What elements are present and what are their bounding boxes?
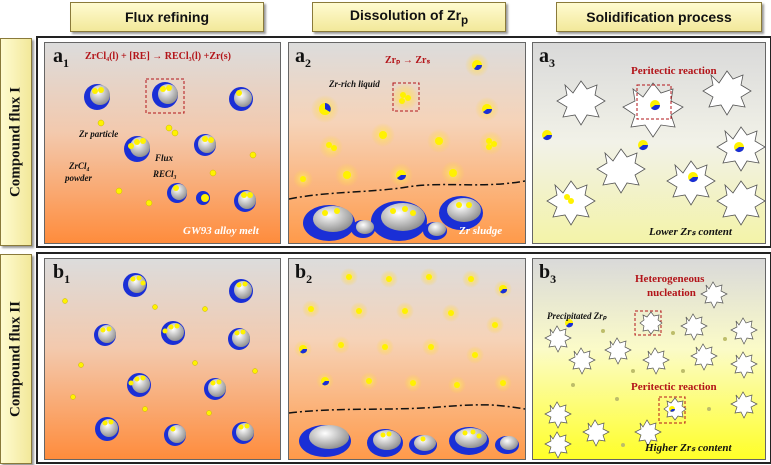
reaction-highlight-box xyxy=(145,78,185,114)
panel-a3-graphics xyxy=(542,70,765,226)
precipitated-zr-label: Precipitated Zrₚ xyxy=(547,311,607,321)
flux-particle xyxy=(234,190,256,212)
sludge-boundary-line xyxy=(289,180,525,200)
flux-particle xyxy=(124,136,150,162)
zr-particle-cluster xyxy=(97,119,257,207)
panel-a2: a2 Zrₚ → Zrₛ Zr-rich liquid Zr sludge xyxy=(288,42,526,244)
fine-dendritic-grains xyxy=(544,281,758,459)
column-header-label: Dissolution of Zrp xyxy=(350,7,468,27)
residual-zr-particles xyxy=(542,100,744,204)
panel-a2-label: a2 xyxy=(295,45,311,71)
panel-b3-graphics xyxy=(544,281,758,459)
heterogeneous-label-line1: Heterogeneous xyxy=(635,273,705,285)
flux-label: Flux xyxy=(155,153,174,163)
flux-particle xyxy=(229,87,253,111)
panel-index: 3 xyxy=(550,272,557,286)
nucleation-grain xyxy=(639,311,663,335)
panel-letter: a xyxy=(539,45,549,67)
row-label-text: Compound flux II xyxy=(7,301,24,417)
zr-sludge-particles xyxy=(303,196,483,241)
panel-a1: a1 ZrCl₄(l) + [RE] → RECl₃(l) +Zr(s) Zr … xyxy=(44,42,281,244)
column-header-text: Dissolution of Zr xyxy=(349,7,462,24)
panel-letter: a xyxy=(53,45,63,67)
panel-b2-label: b2 xyxy=(295,261,312,287)
flux-particle xyxy=(196,191,210,205)
panel-letter: a xyxy=(295,45,305,67)
panel-b1-graphics xyxy=(62,273,258,446)
zr-rich-liquid-label: Zr-rich liquid xyxy=(329,79,380,89)
peritectic-label: Peritectic reaction xyxy=(631,381,717,393)
panel-index: 2 xyxy=(305,56,311,70)
panel-b2: b2 xyxy=(288,258,526,460)
flux-particle xyxy=(152,82,178,108)
zrcl4-label-line2: powder xyxy=(65,173,92,183)
panel-b1-label: b1 xyxy=(53,261,70,287)
column-header-dissolution: Dissolution of Zrp xyxy=(312,2,506,32)
column-header-flux-refining: Flux refining xyxy=(70,2,264,32)
column-header-solidification: Solidification process xyxy=(556,2,762,32)
sludge-boundary-line xyxy=(289,404,525,414)
flux-particle xyxy=(194,134,216,156)
heterogeneous-label-line2: nucleation xyxy=(647,287,696,299)
dissolution-reaction: Zrₚ → Zrₛ xyxy=(385,55,431,66)
dendritic-grains xyxy=(546,70,765,226)
panel-a3-footer: Lower Zrₛ content xyxy=(649,226,732,238)
reduction-equation: ZrCl₄(l) + [RE] → RECl₃(l) +Zr(s) xyxy=(85,51,231,62)
residual-zr-particles xyxy=(565,319,727,447)
zr-sludge-particles xyxy=(299,425,519,457)
recl3-label: RECl₃ xyxy=(153,169,177,179)
peritectic-highlight-box xyxy=(658,396,686,424)
panel-letter: b xyxy=(53,261,65,283)
zr-rich-liquid-droplets xyxy=(294,268,512,394)
panel-b3-footer: Higher Zrₛ content xyxy=(645,442,732,454)
panel-index: 1 xyxy=(63,56,69,70)
zr-rich-liquid-droplets xyxy=(293,53,503,189)
row-label-text: Compound flux I xyxy=(7,86,24,198)
panel-a2-graphics xyxy=(289,53,525,241)
column-header-subscript: p xyxy=(461,13,469,27)
peritectic-label: Peritectic reaction xyxy=(631,65,717,77)
row-label-flux-two: Compound flux II xyxy=(0,254,32,464)
panel-a3: a3 Peritectic reaction Lower Zrₛ content xyxy=(532,42,766,244)
zr-rich-highlight-box xyxy=(392,82,420,112)
zr-particle-label: Zr particle xyxy=(79,129,119,139)
peritectic-highlight-box xyxy=(636,84,672,120)
row-compound-flux-one: a1 ZrCl₄(l) + [RE] → RECl₃(l) +Zr(s) Zr … xyxy=(36,36,771,248)
panel-b1: b1 xyxy=(44,258,281,460)
row-compound-flux-two: b1 xyxy=(36,252,771,464)
panel-b2-graphics xyxy=(289,268,525,457)
panel-a1-footer: GW93 alloy melt xyxy=(183,225,259,237)
panel-a2-footer: Zr sludge xyxy=(459,225,503,237)
panel-b3-label: b3 xyxy=(539,261,556,287)
panel-a1-label: a1 xyxy=(53,45,69,71)
panel-letter: b xyxy=(539,261,551,283)
column-header-label: Flux refining xyxy=(125,9,209,25)
row-label-flux-one: Compound flux I xyxy=(0,38,32,246)
panel-b3: b3 Heterogeneous nucleation Precipitated… xyxy=(532,258,766,460)
panel-index: 1 xyxy=(64,272,71,286)
zr-particles xyxy=(62,298,258,416)
panel-a3-label: a3 xyxy=(539,45,555,71)
flux-particle xyxy=(84,84,110,110)
panel-index: 2 xyxy=(306,272,313,286)
panel-letter: b xyxy=(295,261,307,283)
panel-a1-graphics xyxy=(84,78,257,212)
column-header-label: Solidification process xyxy=(586,9,732,25)
flux-particle xyxy=(167,183,187,203)
flux-particles xyxy=(94,273,254,446)
zrcl4-label-line1: ZrCl₄ xyxy=(69,161,90,171)
panel-index: 3 xyxy=(549,56,555,70)
